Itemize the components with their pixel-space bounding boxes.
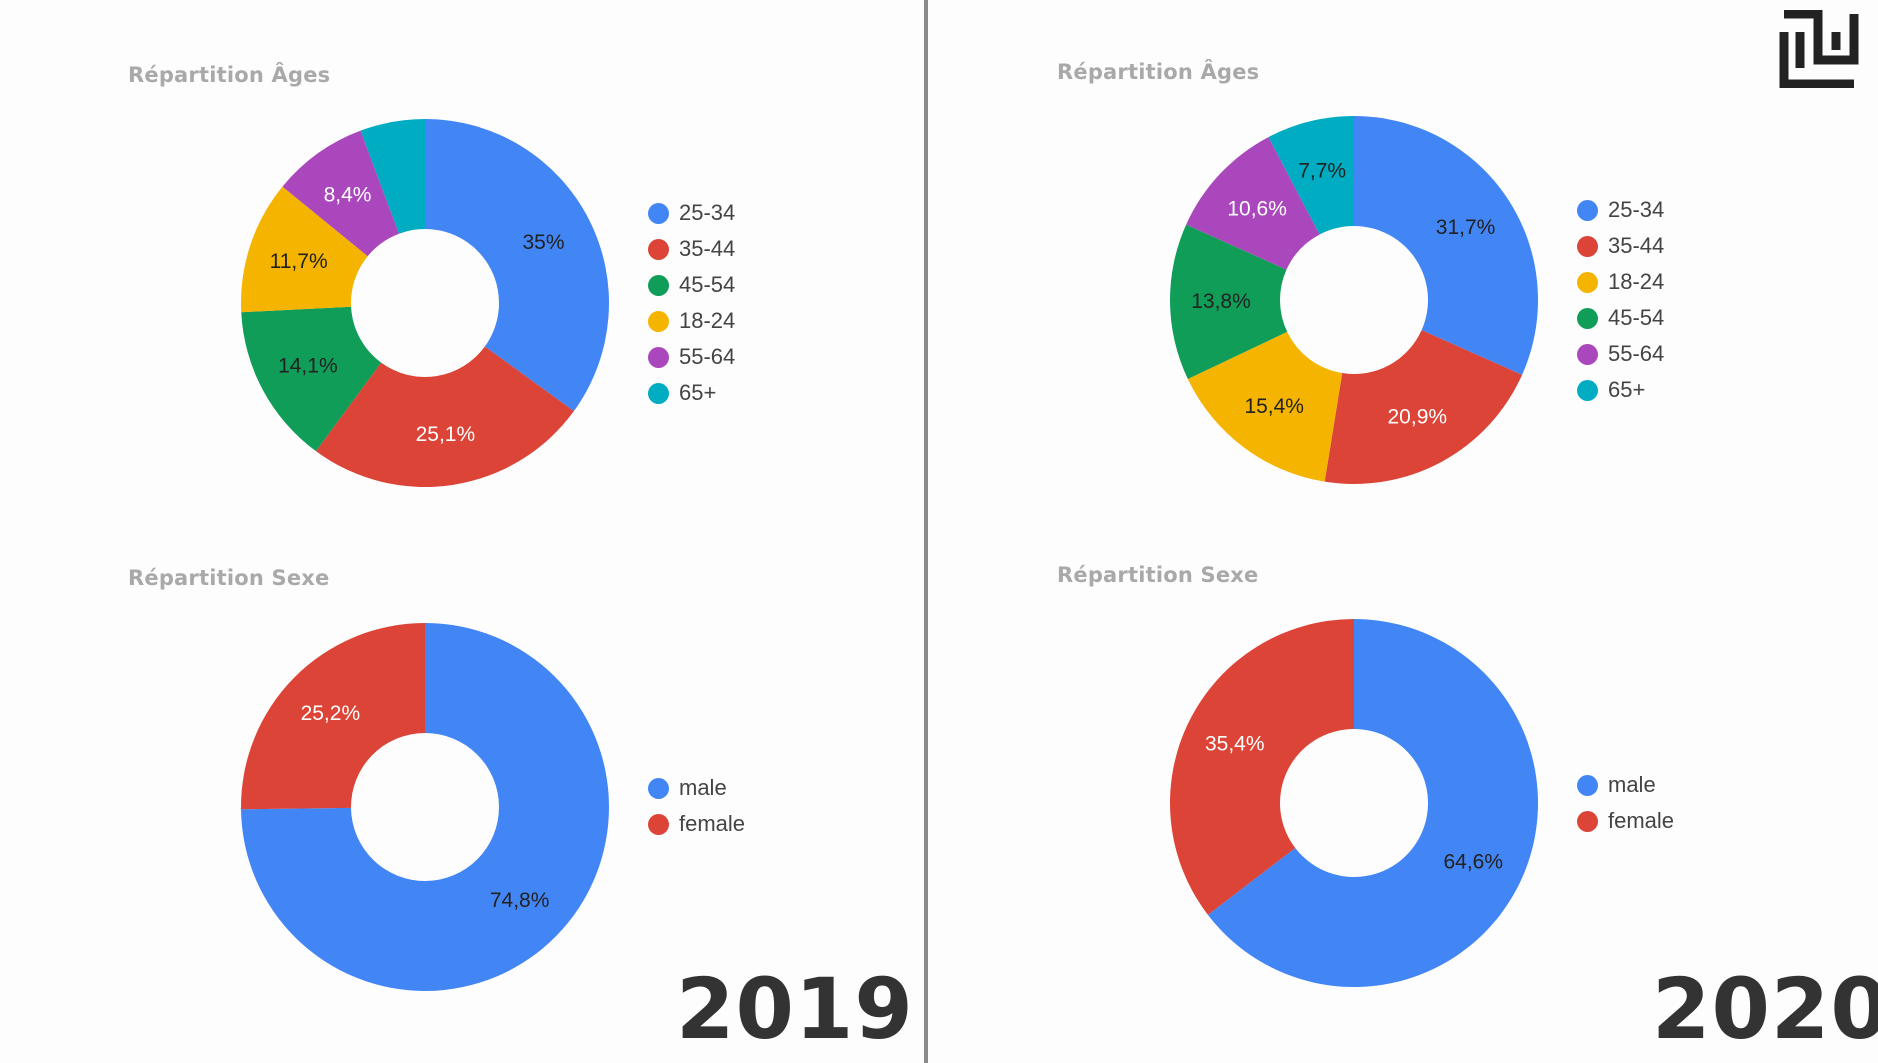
legend-ages-2020: 25-34 35-44 18-24 45-54 55-64 65+	[1577, 192, 1664, 408]
slice-label-male: 74,8%	[490, 889, 550, 912]
legend-swatch	[1577, 774, 1598, 796]
legend-label: 18-24	[1608, 269, 1665, 294]
donut-chart-sexe-2019: 74,8% 25,2%	[241, 623, 609, 991]
divider	[924, 0, 928, 1063]
slice-label-25-34: 31,7%	[1436, 216, 1496, 239]
legend-label: 35-44	[1608, 233, 1665, 258]
legend-sexe-2019: male female	[648, 770, 745, 842]
legend-swatch	[1577, 343, 1598, 365]
legend-label: 25-34	[679, 200, 736, 225]
slice-label-18-24: 15,4%	[1244, 395, 1304, 418]
slice-55-64	[282, 130, 400, 257]
slice-25-34	[1354, 116, 1538, 375]
legend-label: female	[1608, 808, 1675, 833]
legend-label: 25-34	[1608, 197, 1665, 222]
slice-male	[241, 623, 609, 991]
donut-chart-ages-2019: 35% 25,1% 14,1% 11,7% 8,4%	[241, 119, 609, 487]
slice-label-45-54: 14,1%	[278, 354, 338, 377]
legend-swatch	[648, 382, 669, 404]
slice-65-	[1268, 116, 1354, 235]
legend-item-female: female	[648, 806, 745, 842]
legend-item-female: female	[1577, 803, 1674, 839]
slice-label-65-: 7,7%	[1298, 159, 1346, 182]
legend-sexe-2020: male female	[1577, 767, 1674, 839]
legend-swatch	[648, 813, 669, 835]
legend-item-35-44: 35-44	[648, 231, 735, 267]
legend-swatch	[648, 202, 669, 224]
slice-female	[1170, 619, 1354, 915]
slice-35-44	[1324, 330, 1523, 484]
slice-label-35-44: 20,9%	[1388, 405, 1448, 428]
slice-label-55-64: 10,6%	[1227, 197, 1287, 220]
legend-item-65-: 65+	[648, 375, 735, 411]
legend-item-18-24: 18-24	[648, 303, 735, 339]
chart-title-sexe-2019: Répartition Sexe	[128, 566, 330, 590]
legend-item-45-54: 45-54	[648, 267, 735, 303]
legend-label: 18-24	[679, 308, 736, 333]
legend-swatch	[1577, 199, 1598, 221]
chart-title-ages-2020: Répartition Âges	[1057, 60, 1260, 84]
donut-chart-ages-2020: 31,7% 20,9% 15,4% 13,8% 10,6% 7,7%	[1170, 116, 1538, 484]
legend-label: 45-54	[679, 272, 736, 297]
slice-45-54	[241, 306, 382, 452]
year-label-2019: 2019	[676, 960, 914, 1058]
chart-title-ages-2019: Répartition Âges	[128, 63, 331, 87]
slice-25-34	[425, 119, 609, 412]
legend-label: 65+	[679, 380, 717, 405]
legend-item-65-: 65+	[1577, 372, 1664, 408]
slice-45-54	[1170, 224, 1288, 380]
legend-swatch	[1577, 235, 1598, 257]
legend-label: 45-54	[1608, 305, 1665, 330]
legend-swatch	[648, 777, 669, 799]
brand-logo-icon	[1779, 10, 1859, 88]
legend-item-25-34: 25-34	[1577, 192, 1664, 228]
slice-label-25-34: 35%	[522, 231, 564, 254]
legend-item-55-64: 55-64	[1577, 336, 1664, 372]
legend-swatch	[648, 346, 669, 368]
legend-label: 55-64	[679, 344, 736, 369]
slice-65-	[360, 119, 425, 234]
legend-item-18-24: 18-24	[1577, 264, 1664, 300]
chart-title-sexe-2020: Répartition Sexe	[1057, 563, 1259, 587]
slice-label-female: 35,4%	[1205, 733, 1265, 756]
legend-swatch	[1577, 810, 1598, 832]
legend-item-male: male	[1577, 767, 1674, 803]
slice-label-55-64: 8,4%	[324, 183, 372, 206]
slice-female	[241, 623, 425, 810]
legend-item-35-44: 35-44	[1577, 228, 1664, 264]
donut-chart-sexe-2020: 64,6% 35,4%	[1170, 619, 1538, 987]
slice-label-35-44: 25,1%	[416, 423, 476, 446]
legend-swatch	[648, 310, 669, 332]
slice-male	[1207, 619, 1538, 987]
slice-label-45-54: 13,8%	[1191, 290, 1251, 313]
slice-label-male: 64,6%	[1443, 850, 1503, 873]
slice-55-64	[1186, 137, 1320, 270]
legend-item-55-64: 55-64	[648, 339, 735, 375]
legend-ages-2019: 25-34 35-44 45-54 18-24 55-64 65+	[648, 195, 735, 411]
legend-swatch	[648, 274, 669, 296]
slice-18-24	[241, 186, 368, 313]
legend-swatch	[1577, 307, 1598, 329]
legend-item-45-54: 45-54	[1577, 300, 1664, 336]
slice-35-44	[315, 346, 574, 487]
legend-label: female	[679, 811, 746, 836]
slice-18-24	[1187, 331, 1343, 482]
legend-item-25-34: 25-34	[648, 195, 735, 231]
legend-label: 35-44	[679, 236, 736, 261]
slice-label-18-24: 11,7%	[270, 250, 328, 273]
slice-label-female: 25,2%	[301, 702, 361, 725]
legend-label: 65+	[1608, 377, 1646, 402]
legend-label: male	[679, 775, 727, 800]
legend-label: 55-64	[1608, 341, 1665, 366]
legend-label: male	[1608, 772, 1656, 797]
legend-item-male: male	[648, 770, 745, 806]
legend-swatch	[648, 238, 669, 260]
legend-swatch	[1577, 379, 1598, 401]
legend-swatch	[1577, 271, 1598, 293]
year-label-2020: 2020	[1652, 960, 1878, 1058]
